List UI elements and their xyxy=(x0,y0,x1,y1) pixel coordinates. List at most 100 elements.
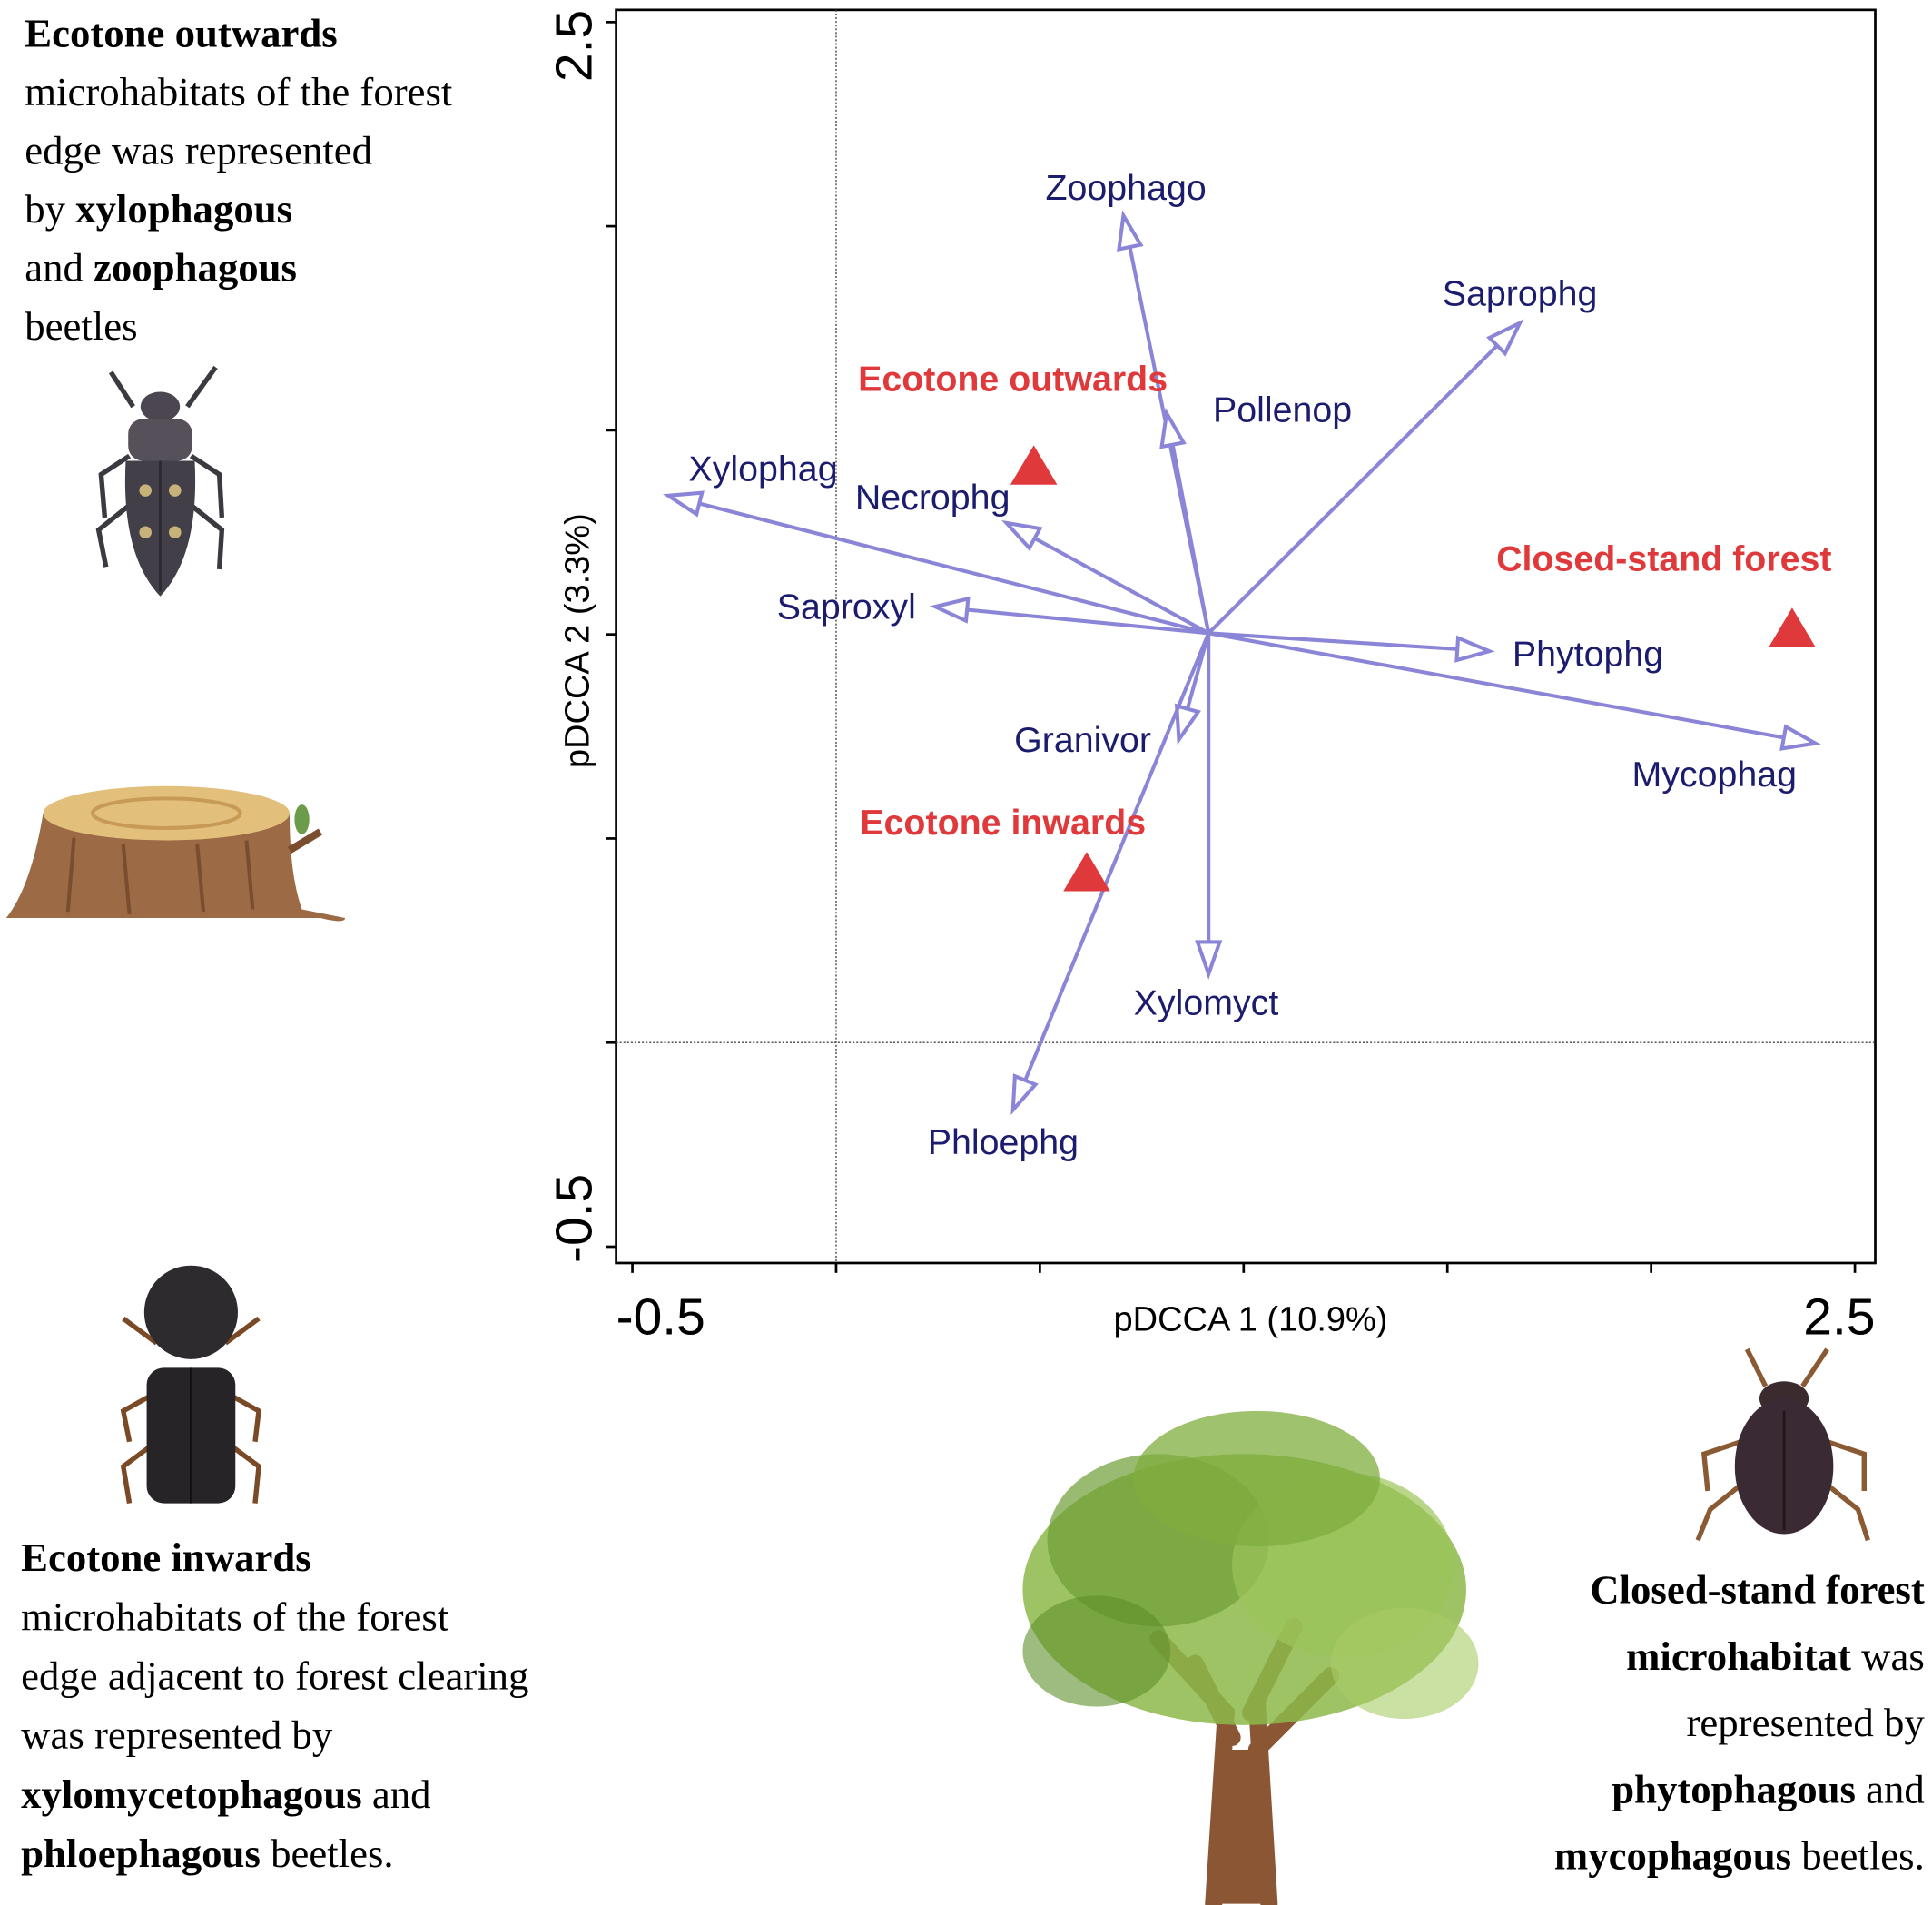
note-text: was xyxy=(1861,1634,1925,1679)
note-text: xylophagous xyxy=(75,186,292,232)
arrow-label: Necrophg xyxy=(855,478,1010,518)
note-text: and xyxy=(1866,1766,1925,1811)
note-line: edge adjacent to forest clearing xyxy=(21,1653,528,1699)
arrow-shaft xyxy=(1208,631,1458,651)
arrow-label: Saproxyl xyxy=(777,587,916,627)
note-line: and zoophagous xyxy=(25,244,297,290)
note-text: mycophagous xyxy=(1554,1833,1791,1879)
arrow-shaft xyxy=(1208,631,1785,740)
arrow xyxy=(1001,519,1210,636)
arrow-label: Phytophg xyxy=(1513,634,1663,674)
note-text: edge was represented xyxy=(25,127,372,173)
arrow-head xyxy=(1486,319,1524,357)
centroid-marker xyxy=(1010,445,1058,485)
note-text: Ecotone outwards xyxy=(25,11,337,56)
stump-illustration xyxy=(5,785,346,922)
plot-frame xyxy=(615,8,1877,1265)
arrow-shaft xyxy=(1207,344,1499,635)
beetle-illustration xyxy=(1695,1347,1870,1542)
note-line: microhabitats of the forest xyxy=(25,69,453,114)
note-text: and xyxy=(25,244,84,290)
arrow xyxy=(1208,631,1821,751)
arrow xyxy=(1195,633,1223,980)
beetle-illustration xyxy=(95,365,225,597)
note-line: was represented by xyxy=(21,1713,333,1758)
note-text: Ecotone inwards xyxy=(21,1535,311,1580)
centroid-label: Closed-stand forest xyxy=(1496,539,1831,579)
note-line: edge was represented xyxy=(25,127,372,173)
centroid-marker xyxy=(1769,607,1816,647)
note-text: phloephagous xyxy=(21,1831,261,1876)
note-text: and xyxy=(372,1772,431,1817)
arrow-label: Mycophag xyxy=(1631,755,1797,795)
y-tick-label: -0.5 xyxy=(545,1174,603,1263)
note-line: phloephagous beetles. xyxy=(21,1831,393,1876)
arrow xyxy=(929,596,1209,636)
arrow-shaft xyxy=(1023,632,1211,1081)
arrow-label: Xylomyct xyxy=(1134,982,1279,1022)
arrow-head xyxy=(1454,635,1495,663)
arrow-head xyxy=(1174,703,1201,745)
tree-illustration xyxy=(1022,1410,1479,1905)
note-line: by xylophagous xyxy=(25,186,292,232)
arrow-shaft xyxy=(1033,537,1210,636)
arrow-head xyxy=(929,596,971,624)
note-line: mycophagous beetles. xyxy=(1554,1833,1925,1879)
y-tick-label: 2.5 xyxy=(545,10,603,82)
note-text: edge adjacent to forest clearing xyxy=(21,1653,528,1699)
centroid-label: Ecotone inwards xyxy=(860,803,1146,843)
beetle-illustration xyxy=(120,1265,261,1505)
note-text: beetles. xyxy=(271,1831,393,1876)
note-line: Ecotone inwards xyxy=(21,1535,311,1580)
note-text: Closed-stand forest xyxy=(1590,1567,1925,1613)
note-text: microhabitats of the forest xyxy=(25,69,453,114)
arrow-head xyxy=(1195,940,1223,980)
note-text: microhabitats of the forest xyxy=(21,1594,449,1639)
arrow-label: Granivor xyxy=(1014,720,1151,760)
arrow-label: Phloephg xyxy=(928,1122,1079,1162)
note-text: beetles xyxy=(25,303,137,349)
arrow-label: Zoophago xyxy=(1046,168,1207,208)
arrow-shaft xyxy=(1170,444,1211,634)
arrow-head xyxy=(1001,519,1043,552)
x-tick-label: -0.5 xyxy=(616,1288,705,1347)
arrow xyxy=(1207,319,1524,635)
arrow-head xyxy=(1010,1073,1039,1116)
note-text: xylomycetophagous xyxy=(21,1772,362,1817)
arrow-label: Pollenop xyxy=(1213,390,1352,430)
centroid-marker xyxy=(1063,852,1110,892)
note-line: microhabitat was xyxy=(1626,1634,1925,1679)
arrow xyxy=(1010,632,1211,1116)
note-line: xylomycetophagous and xyxy=(21,1772,430,1817)
arrow-label: Xylophag xyxy=(689,449,838,489)
note-text: represented by xyxy=(1687,1700,1926,1745)
note-line: phytophagous and xyxy=(1612,1766,1925,1811)
note-text: microhabitat xyxy=(1626,1634,1851,1679)
arrow xyxy=(1208,631,1495,663)
note-line: Ecotone outwards xyxy=(25,11,337,56)
y-axis-label: pDCCA 2 (3.3%) xyxy=(559,513,597,768)
arrow-head xyxy=(1117,210,1144,252)
note-text: by xyxy=(25,186,65,232)
arrow-head xyxy=(663,490,705,518)
arrow-label: Saprophg xyxy=(1443,274,1598,314)
note-line: beetles xyxy=(25,303,137,349)
note-text: beetles. xyxy=(1801,1833,1924,1879)
note-line: microhabitats of the forest xyxy=(21,1594,449,1639)
centroid-label: Ecotone outwards xyxy=(858,360,1168,400)
arrow-shaft xyxy=(966,607,1209,636)
note-text: zoophagous xyxy=(94,244,297,290)
arrow xyxy=(1159,407,1211,634)
arrow xyxy=(663,490,1209,636)
arrow-head xyxy=(1159,407,1187,449)
illustrations xyxy=(5,365,1870,1905)
note-line: represented by xyxy=(1687,1700,1926,1745)
note-text: was represented by xyxy=(21,1713,333,1758)
x-axis-label: pDCCA 1 (10.9%) xyxy=(1114,1301,1388,1339)
note-line: Closed-stand forest xyxy=(1590,1567,1925,1613)
arrow-shaft xyxy=(698,501,1209,636)
arrow-head xyxy=(1779,724,1821,751)
note-text: phytophagous xyxy=(1612,1766,1856,1811)
x-tick-label: 2.5 xyxy=(1803,1288,1875,1347)
